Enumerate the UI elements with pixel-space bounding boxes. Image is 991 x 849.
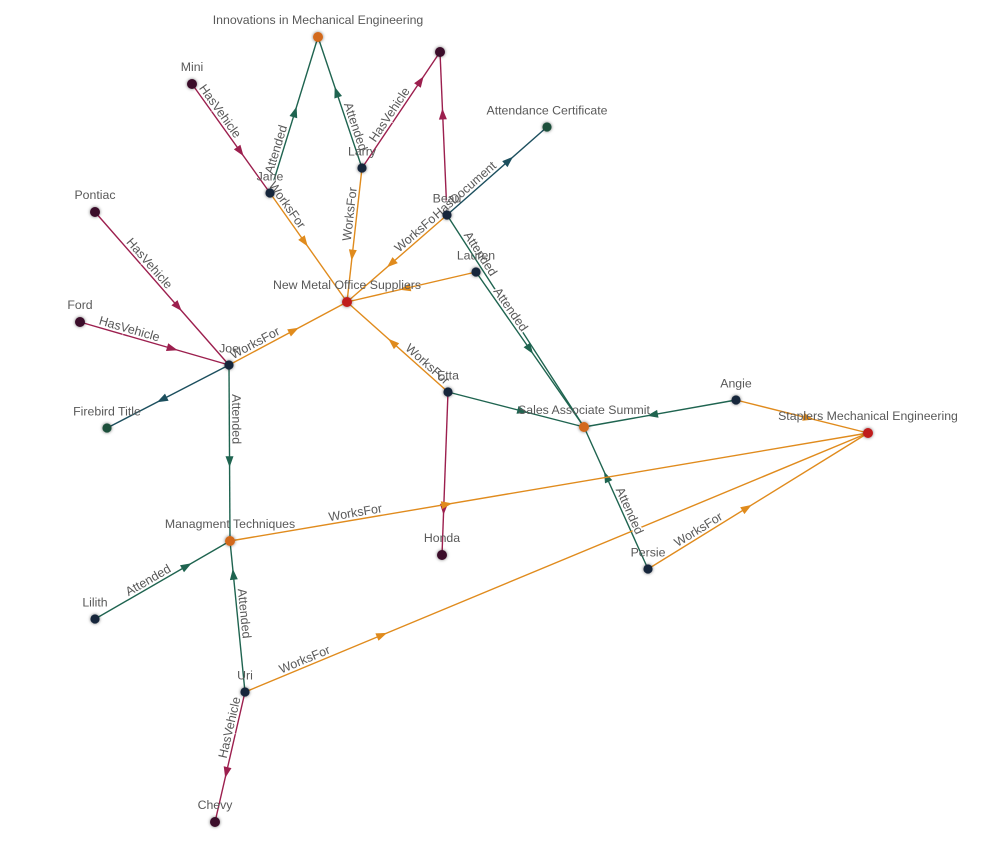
svg-text:Attendance Certificate: Attendance Certificate — [487, 103, 608, 117]
svg-text:HasVehicle: HasVehicle — [196, 82, 244, 141]
svg-text:Attended: Attended — [229, 394, 243, 444]
svg-text:Persie: Persie — [631, 545, 666, 559]
svg-text:Staplers Mechanical Engineerin: Staplers Mechanical Engineering — [778, 409, 958, 423]
svg-text:Attended: Attended — [235, 588, 254, 639]
svg-text:Attended: Attended — [491, 285, 531, 334]
svg-text:Innovations in Mechanical Engi: Innovations in Mechanical Engineering — [213, 13, 424, 27]
svg-text:HasDocument: HasDocument — [430, 158, 499, 221]
svg-text:HasVehicle: HasVehicle — [97, 314, 161, 345]
svg-text:Mini: Mini — [181, 60, 204, 74]
svg-text:Firebird Title: Firebird Title — [73, 404, 141, 418]
svg-text:Lilith: Lilith — [82, 595, 107, 609]
svg-text:Etta: Etta — [437, 368, 459, 382]
svg-text:Larry: Larry — [348, 144, 377, 158]
svg-text:HasVehicle: HasVehicle — [124, 235, 176, 291]
svg-text:WorksFor: WorksFor — [672, 509, 725, 549]
svg-text:Pontiac: Pontiac — [74, 188, 115, 202]
svg-text:Beau: Beau — [433, 191, 462, 205]
svg-text:Ford: Ford — [67, 298, 92, 312]
svg-text:HasVehicle: HasVehicle — [366, 85, 413, 145]
svg-text:Jane: Jane — [257, 169, 284, 183]
svg-text:Chevy: Chevy — [198, 798, 234, 812]
svg-text:Attended: Attended — [123, 562, 173, 599]
svg-text:WorksFor: WorksFor — [328, 501, 384, 524]
svg-text:New Metal Office Suppliers: New Metal Office Suppliers — [273, 278, 421, 292]
svg-text:Joe: Joe — [219, 341, 239, 355]
svg-text:Managment Techniques: Managment Techniques — [165, 517, 295, 531]
svg-text:Sales Associate Summit: Sales Associate Summit — [518, 403, 650, 417]
svg-text:WorksFor: WorksFor — [340, 187, 360, 242]
svg-text:Honda: Honda — [424, 531, 460, 545]
svg-text:Lauren: Lauren — [457, 248, 495, 262]
svg-text:Attended: Attended — [262, 123, 290, 175]
svg-text:WorksFor: WorksFor — [266, 179, 309, 231]
svg-text:Uri: Uri — [237, 668, 253, 682]
svg-text:Angie: Angie — [720, 376, 752, 390]
svg-text:HasVehicle: HasVehicle — [216, 695, 244, 759]
